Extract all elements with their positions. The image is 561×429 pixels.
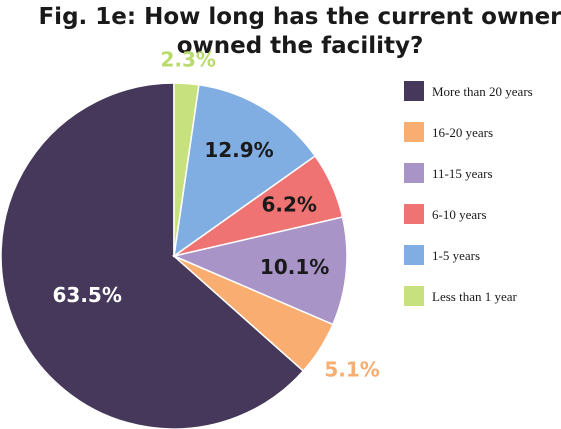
legend-swatch-1-5-years [404,245,424,265]
legend-swatch-6-10-years [404,204,424,224]
legend-label-more-than-20-years: More than 20 years [432,84,533,99]
chart-title-line-1: Fig. 1e: How long has the current owner [38,4,561,30]
legend-label-16-20-years: 16-20 years [432,125,493,140]
slice-labels: 63.5% 5.1% 10.1% 6.2% 12.9% 2.3% [53,47,380,381]
legend-label-11-15-years: 11-15 years [432,166,493,181]
pie-slice-less-than-1-year [173,82,200,257]
legend: More than 20 years 16-20 years 11-15 years… [404,81,533,306]
chart-title-line-2: owned the facility? [177,33,424,59]
pie-slices [0,82,348,429]
legend-swatch-11-15-years [404,163,424,183]
legend-label-6-10-years: 6-10 years [432,207,487,222]
legend-label-1-5-years: 1-5 years [432,248,480,263]
legend-swatch-16-20-years [404,122,424,142]
slice-label-1-5-years: 12.9% [204,138,273,162]
legend-swatch-less-than-1-year [404,286,424,306]
slice-label-less-than-1-year: 2.3% [160,47,215,71]
legend-label-less-than-1-year: Less than 1 year [432,289,518,304]
pie-slice-11-15-years [171,216,348,326]
slice-label-16-20-years: 5.1% [324,357,379,381]
slice-label-more-than-20-years: 63.5% [53,283,122,307]
pie-slice-more-than-20-years [0,82,305,429]
legend-swatch-more-than-20-years [404,81,424,101]
pie-slice-1-5-years [173,83,317,258]
slice-label-6-10-years: 6.2% [261,192,316,216]
slice-label-11-15-years: 10.1% [260,255,329,279]
